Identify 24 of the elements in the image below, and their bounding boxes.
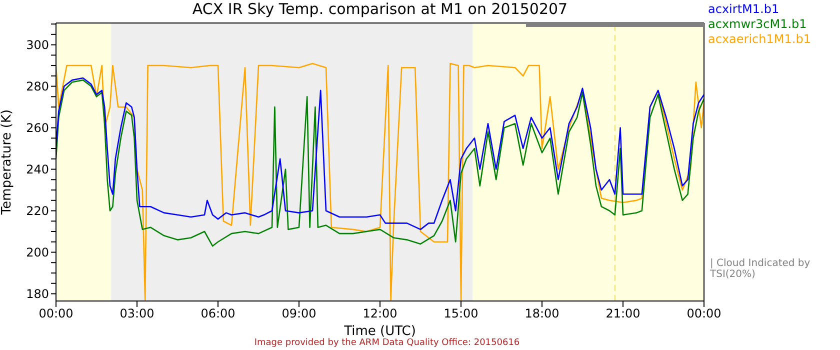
x-tick-label: 06:00 bbox=[200, 306, 236, 321]
y-tick-label: 260 bbox=[26, 121, 49, 136]
y-axis-title: Temperature (K) bbox=[0, 109, 15, 216]
chart-title: ACX IR Sky Temp. comparison at M1 on 20150207 bbox=[191, 0, 569, 18]
text: acxmwr3cM1.b1 bbox=[708, 17, 808, 32]
x-axis-title: Time (UTC) bbox=[343, 324, 416, 339]
y-tick-label: 180 bbox=[26, 287, 49, 301]
x-tick-label: 21:00 bbox=[606, 306, 640, 321]
x-tick-label: 09:00 bbox=[282, 306, 316, 321]
x-tick-label: 18:00 bbox=[524, 306, 560, 321]
y-tick-label: 200 bbox=[26, 246, 49, 260]
x-tick-label: 03:00 bbox=[120, 306, 154, 321]
x-tick-label: 00:00 bbox=[38, 306, 74, 321]
y-tick-label: 240 bbox=[26, 162, 49, 177]
x-tick-label: 15:00 bbox=[444, 306, 478, 321]
text: acxaerich1M1.b1 bbox=[708, 32, 811, 47]
text: acxirtM1.b1 bbox=[708, 2, 780, 17]
x-tick-label: 00:00 bbox=[686, 306, 722, 321]
y-tick-label: 300 bbox=[26, 38, 49, 52]
text: | Cloud Indicated by TSI(20%) bbox=[710, 258, 812, 280]
text: Image provided by the ARM Data Quality Office: 20150616 bbox=[253, 338, 521, 348]
y-tick-label: 280 bbox=[26, 80, 49, 94]
x-tick-label: 12:00 bbox=[362, 306, 398, 321]
y-tick-label: 220 bbox=[26, 204, 49, 218]
